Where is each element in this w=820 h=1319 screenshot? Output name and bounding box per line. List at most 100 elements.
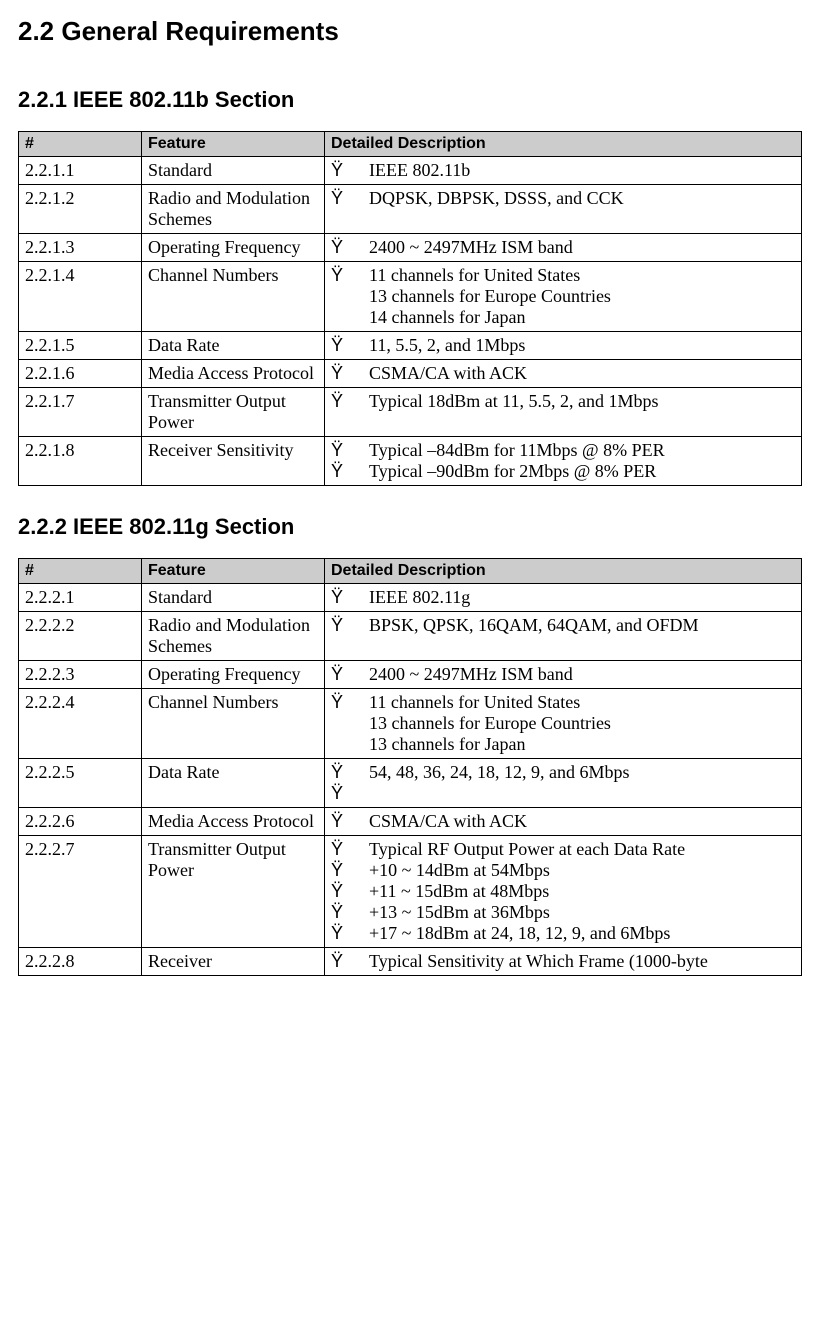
spec-table-g: # Feature Detailed Description 2.2.2.1St…: [18, 558, 802, 976]
row-description: Ÿ11 channels for United States13 channel…: [325, 689, 802, 759]
bullet-icon: Ÿ: [331, 440, 369, 461]
bullet-text: Typical 18dBm at 11, 5.5, 2, and 1Mbps: [369, 391, 795, 412]
table-row: 2.2.1.2Radio and Modulation SchemesŸDQPS…: [19, 185, 802, 234]
bullet-icon: Ÿ: [331, 391, 369, 412]
bullet-icon: Ÿ: [331, 902, 369, 923]
bullet-item: Ÿ+11 ~ 15dBm at 48Mbps: [331, 881, 795, 902]
row-description: ŸTypical 18dBm at 11, 5.5, 2, and 1Mbps: [325, 388, 802, 437]
bullet-icon: Ÿ: [331, 923, 369, 944]
bullet-item: Ÿ+10 ~ 14dBm at 54Mbps: [331, 860, 795, 881]
row-feature: Radio and Modulation Schemes: [142, 612, 325, 661]
bullet-text: 54, 48, 36, 24, 18, 12, 9, and 6Mbps: [369, 762, 795, 783]
bullet-icon: Ÿ: [331, 951, 369, 972]
table-row: 2.2.2.2Radio and Modulation SchemesŸBPSK…: [19, 612, 802, 661]
row-feature: Receiver: [142, 948, 325, 976]
row-number: 2.2.1.8: [19, 437, 142, 486]
row-number: 2.2.1.2: [19, 185, 142, 234]
row-number: 2.2.2.4: [19, 689, 142, 759]
table-row: 2.2.2.6Media Access Protocol ŸCSMA/CA wit…: [19, 808, 802, 836]
bullet-text: 11 channels for United States13 channels…: [369, 692, 795, 755]
row-number: 2.2.2.1: [19, 584, 142, 612]
bullet-text: DQPSK, DBPSK, DSSS, and CCK: [369, 188, 795, 209]
row-description: Ÿ2400 ~ 2497MHz ISM band: [325, 661, 802, 689]
bullet-icon: Ÿ: [331, 335, 369, 356]
row-description: Ÿ11 channels for United States13 channel…: [325, 262, 802, 332]
row-feature: Transmitter Output Power: [142, 388, 325, 437]
bullet-text: 11, 5.5, 2, and 1Mbps: [369, 335, 795, 356]
bullet-item: ŸTypical RF Output Power at each Data Ra…: [331, 839, 795, 860]
bullet-item: Ÿ2400 ~ 2497MHz ISM band: [331, 237, 795, 258]
row-feature: Channel Numbers: [142, 262, 325, 332]
row-feature: Data Rate: [142, 332, 325, 360]
row-number: 2.2.1.4: [19, 262, 142, 332]
bullet-text: Typical –84dBm for 11Mbps @ 8% PER: [369, 440, 795, 461]
bullet-text: BPSK, QPSK, 16QAM, 64QAM, and OFDM: [369, 615, 795, 636]
bullet-text: CSMA/CA with ACK: [369, 811, 795, 832]
bullet-icon: Ÿ: [331, 265, 369, 328]
row-number: 2.2.2.8: [19, 948, 142, 976]
table-row: 2.2.2.7Transmitter Output PowerŸTypical …: [19, 836, 802, 948]
bullet-icon: Ÿ: [331, 860, 369, 881]
bullet-icon: Ÿ: [331, 461, 369, 482]
row-description: ŸBPSK, QPSK, 16QAM, 64QAM, and OFDM: [325, 612, 802, 661]
table-row: 2.2.2.5Data Rate Ÿ54, 48, 36, 24, 18, 12,…: [19, 759, 802, 808]
bullet-text: Typical –90dBm for 2Mbps @ 8% PER: [369, 461, 795, 482]
bullet-icon: Ÿ: [331, 881, 369, 902]
bullet-item: ŸCSMA/CA with ACK: [331, 811, 795, 832]
table-row: 2.2.2.3Operating Frequency Ÿ2400 ~ 2497MH…: [19, 661, 802, 689]
row-description: ŸIEEE 802.11b: [325, 157, 802, 185]
row-number: 2.2.1.1: [19, 157, 142, 185]
row-number: 2.2.2.3: [19, 661, 142, 689]
row-feature: Media Access Protocol: [142, 360, 325, 388]
col-header-desc: Detailed Description: [325, 132, 802, 157]
bullet-text: 2400 ~ 2497MHz ISM band: [369, 237, 795, 258]
row-feature: Media Access Protocol: [142, 808, 325, 836]
col-header-feature: Feature: [142, 132, 325, 157]
bullet-text: +10 ~ 14dBm at 54Mbps: [369, 860, 795, 881]
row-feature: Channel Numbers: [142, 689, 325, 759]
row-description: ŸIEEE 802.11g: [325, 584, 802, 612]
bullet-item: ŸTypical 18dBm at 11, 5.5, 2, and 1Mbps: [331, 391, 795, 412]
row-description: ŸTypical –84dBm for 11Mbps @ 8% PERŸTypi…: [325, 437, 802, 486]
bullet-item: ŸTypical –84dBm for 11Mbps @ 8% PER: [331, 440, 795, 461]
bullet-text: CSMA/CA with ACK: [369, 363, 795, 384]
bullet-text: 11 channels for United States13 channels…: [369, 265, 795, 328]
spec-table-b: # Feature Detailed Description 2.2.1.1St…: [18, 131, 802, 486]
row-feature: Operating Frequency: [142, 661, 325, 689]
row-number: 2.2.2.5: [19, 759, 142, 808]
row-description: ŸTypical Sensitivity at Which Frame (100…: [325, 948, 802, 976]
row-description: ŸDQPSK, DBPSK, DSSS, and CCK: [325, 185, 802, 234]
bullet-text: 2400 ~ 2497MHz ISM band: [369, 664, 795, 685]
bullet-text: +17 ~ 18dBm at 24, 18, 12, 9, and 6Mbps: [369, 923, 795, 944]
bullet-text: +11 ~ 15dBm at 48Mbps: [369, 881, 795, 902]
bullet-item: ŸIEEE 802.11b: [331, 160, 795, 181]
bullet-text: Typical RF Output Power at each Data Rat…: [369, 839, 795, 860]
col-header-feature: Feature: [142, 559, 325, 584]
bullet-item: Ÿ11 channels for United States13 channel…: [331, 265, 795, 328]
bullet-icon: Ÿ: [331, 811, 369, 832]
row-number: 2.2.2.6: [19, 808, 142, 836]
subsection-g-heading: 2.2.2 IEEE 802.11g Section: [18, 514, 802, 540]
bullet-icon: Ÿ: [331, 783, 369, 804]
row-feature: Operating Frequency: [142, 234, 325, 262]
bullet-text: +13 ~ 15dBm at 36Mbps: [369, 902, 795, 923]
bullet-icon: Ÿ: [331, 615, 369, 636]
row-feature: Standard: [142, 584, 325, 612]
row-number: 2.2.2.7: [19, 836, 142, 948]
row-number: 2.2.2.2: [19, 612, 142, 661]
bullet-text: [369, 783, 795, 804]
row-number: 2.2.1.3: [19, 234, 142, 262]
bullet-item: Ÿ+13 ~ 15dBm at 36Mbps: [331, 902, 795, 923]
bullet-item: Ÿ2400 ~ 2497MHz ISM band: [331, 664, 795, 685]
row-description: Ÿ11, 5.5, 2, and 1Mbps: [325, 332, 802, 360]
row-number: 2.2.1.7: [19, 388, 142, 437]
row-number: 2.2.1.5: [19, 332, 142, 360]
row-feature: Receiver Sensitivity: [142, 437, 325, 486]
table-row: 2.2.1.5Data RateŸ11, 5.5, 2, and 1Mbps: [19, 332, 802, 360]
table-row: 2.2.1.6Media Access ProtocolŸCSMA/CA wit…: [19, 360, 802, 388]
table-row: 2.2.2.8ReceiverŸTypical Sensitivity at W…: [19, 948, 802, 976]
bullet-item: Ÿ11 channels for United States13 channel…: [331, 692, 795, 755]
bullet-text: IEEE 802.11g: [369, 587, 795, 608]
bullet-item: ŸDQPSK, DBPSK, DSSS, and CCK: [331, 188, 795, 209]
row-feature: Data Rate: [142, 759, 325, 808]
